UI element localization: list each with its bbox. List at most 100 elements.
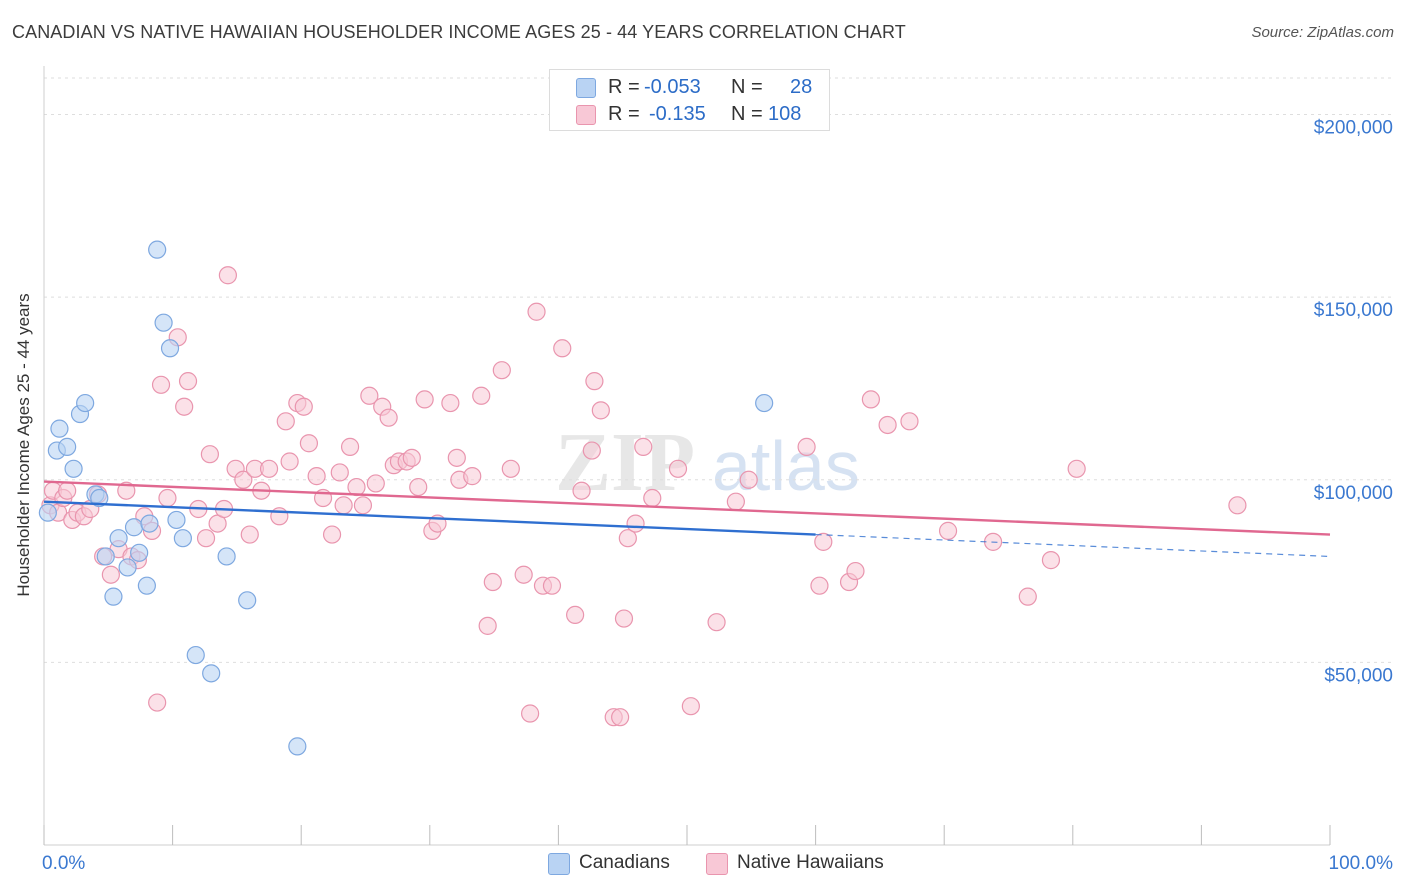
- native-hawaiian-point: [148, 693, 167, 712]
- canadian-point: [217, 547, 236, 566]
- x-tick-labels: 0.0% 100.0%: [42, 853, 1393, 874]
- native-hawaiian-point: [447, 448, 466, 467]
- native-hawaiian-point: [415, 390, 434, 409]
- native-hawaiian-point: [861, 390, 880, 409]
- native-hawaiian-point: [58, 481, 77, 500]
- native-hawaiian-point: [178, 372, 198, 391]
- native-hawaiian-point: [280, 452, 299, 471]
- native-hawaiian-point: [409, 477, 428, 497]
- trend-lines: [43, 480, 1331, 558]
- native-hawaiian-point: [814, 532, 833, 551]
- source-credit: Source: ZipAtlas.com: [1251, 24, 1394, 41]
- y-axis-label: Householder Income Ages 25 - 44 years: [14, 293, 33, 597]
- native-hawaiian-point: [1228, 496, 1247, 515]
- canadian-point: [173, 529, 192, 548]
- canadian-point: [755, 393, 774, 413]
- canadian-point: [186, 645, 205, 665]
- r-value: -0.053: [644, 75, 701, 98]
- native-hawaiian-point: [618, 529, 637, 548]
- native-hawaiian-point: [611, 708, 630, 727]
- native-hawaiian-point: [175, 397, 194, 416]
- legend-hawaiians-label: Native Hawaiians: [737, 852, 884, 873]
- native-hawaiian-point: [360, 386, 379, 405]
- native-hawaiian-point: [878, 415, 897, 435]
- canadian-point: [148, 240, 167, 259]
- y-axis-label-wrap: Householder Income Ages 25 - 44 years: [14, 142, 34, 596]
- native-hawaiian-point: [478, 616, 497, 635]
- x-tick-label-max: 100.0%: [1329, 853, 1394, 874]
- canadian-point: [202, 664, 221, 683]
- native-hawaiian-point: [542, 576, 562, 595]
- canadian-point: [288, 737, 307, 756]
- native-hawaiian-point: [797, 437, 816, 456]
- native-hawaiian-point: [566, 605, 585, 625]
- native-hawaiian-point: [514, 565, 533, 584]
- native-hawaiian-point: [463, 467, 482, 486]
- native-hawaiian-point: [501, 459, 520, 478]
- native-hawaiian-point: [614, 609, 634, 628]
- native-hawaiian-point: [1018, 587, 1037, 606]
- canadian-point: [38, 503, 57, 522]
- native-hawaiian-point: [402, 448, 421, 467]
- n-label: N =: [731, 75, 763, 98]
- x-tick-label-min: 0.0%: [42, 853, 85, 874]
- canadian-point: [154, 313, 173, 332]
- legend-row-hawaiians: R = -0.135 N = 108: [550, 101, 829, 127]
- native-hawaiian-point: [668, 459, 688, 478]
- canadian-point: [137, 576, 156, 595]
- axes: [43, 66, 1331, 846]
- native-hawaiian-point: [846, 561, 865, 581]
- native-hawaiian-point: [626, 514, 645, 533]
- native-hawaiian-point: [151, 375, 171, 394]
- native-hawaiian-point: [492, 361, 511, 380]
- canadian-point: [167, 510, 186, 530]
- watermark: ZIP atlas: [555, 416, 860, 509]
- native-hawaiian-point: [158, 488, 177, 508]
- native-hawaiian-point: [585, 372, 604, 391]
- native-hawaiian-point: [101, 565, 120, 584]
- native-hawaiians-trend-line: [43, 480, 1331, 536]
- native-hawaiian-point: [259, 459, 279, 478]
- canadian-point: [50, 419, 69, 438]
- canadians-trend-line: [43, 500, 816, 536]
- native-hawaiian-point: [900, 412, 919, 431]
- r-value: -0.135: [649, 102, 706, 125]
- native-hawaiian-point: [276, 412, 295, 431]
- legend-canadians-label: Canadians: [579, 852, 670, 873]
- native-hawaiian-point: [707, 613, 726, 632]
- legend-canadians-swatch: [548, 853, 570, 875]
- r-label: R =: [608, 102, 640, 125]
- hawaiians-swatch: [576, 105, 596, 125]
- y-tick-label: $200,000: [1314, 118, 1393, 139]
- native-hawaiian-point: [307, 467, 326, 486]
- native-hawaiian-point: [634, 437, 653, 456]
- native-hawaiian-point: [726, 492, 745, 511]
- native-hawaiian-point: [810, 576, 829, 595]
- native-hawaiian-point: [240, 525, 259, 544]
- legend-row-canadians: R = -0.053 N = 28: [550, 74, 829, 100]
- native-hawaiian-point: [379, 408, 398, 427]
- y-tick-label: $150,000: [1314, 300, 1393, 321]
- n-value: 28: [790, 75, 813, 98]
- y-tick-label: $100,000: [1314, 483, 1393, 504]
- canadians-trend-extension: [815, 533, 1331, 558]
- native-hawaiian-point: [218, 266, 237, 285]
- native-hawaiian-point: [334, 496, 353, 515]
- native-hawaiian-point: [340, 437, 360, 456]
- native-hawaiian-point: [582, 441, 601, 460]
- native-hawaiian-point: [441, 393, 460, 413]
- canadian-point: [238, 591, 257, 610]
- native-hawaiian-point: [117, 481, 136, 500]
- n-value: 108: [768, 102, 802, 125]
- canadian-point: [124, 518, 144, 537]
- native-hawaiian-point: [572, 481, 591, 500]
- native-hawaiian-point: [483, 572, 502, 592]
- canadian-point: [58, 437, 77, 456]
- chart-title: CANADIAN VS NATIVE HAWAIIAN HOUSEHOLDER …: [12, 22, 906, 42]
- native-hawaiian-point: [521, 704, 540, 723]
- native-hawaiian-point: [1067, 459, 1086, 478]
- native-hawaiian-point: [643, 488, 662, 508]
- native-hawaiian-point: [299, 434, 319, 453]
- native-hawaiian-point: [196, 529, 216, 548]
- canadian-point: [96, 547, 115, 566]
